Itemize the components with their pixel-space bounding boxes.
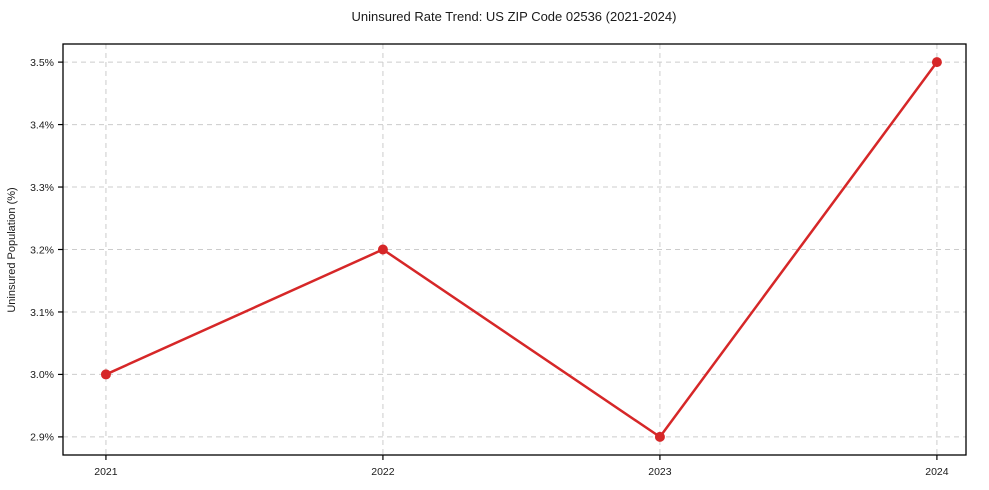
y-tick-label: 3.5%: [30, 57, 54, 69]
x-tick-label: 2023: [648, 466, 672, 478]
data-point-marker: [654, 431, 665, 442]
x-tick-label: 2024: [925, 466, 949, 478]
y-tick-label: 3.4%: [30, 119, 54, 131]
y-axis-label: Uninsured Population (%): [6, 187, 18, 312]
y-tick-label: 3.2%: [30, 244, 54, 256]
y-tick-label: 3.1%: [30, 307, 54, 319]
chart-title: Uninsured Rate Trend: US ZIP Code 02536 …: [352, 9, 677, 24]
trend-line: [104, 60, 939, 439]
data-point-marker: [931, 57, 942, 68]
axis-tick-labels: 2.9% 3.0% 3.1% 3.2% 3.3% 3.4% 3.5% 2021 2022 2023…: [30, 57, 949, 478]
plot-border: [62, 43, 967, 456]
axis-ticks: [58, 61, 938, 460]
x-tick-label: 2021: [94, 466, 118, 478]
x-tick-label: 2022: [371, 466, 395, 478]
data-point-marker: [377, 244, 388, 255]
y-tick-label: 3.3%: [30, 182, 54, 194]
y-tick-label: 2.9%: [30, 432, 54, 444]
y-tick-label: 3.0%: [30, 369, 54, 381]
gridlines: [63, 44, 966, 455]
data-series: [100, 57, 942, 442]
data-point-marker: [100, 369, 111, 380]
